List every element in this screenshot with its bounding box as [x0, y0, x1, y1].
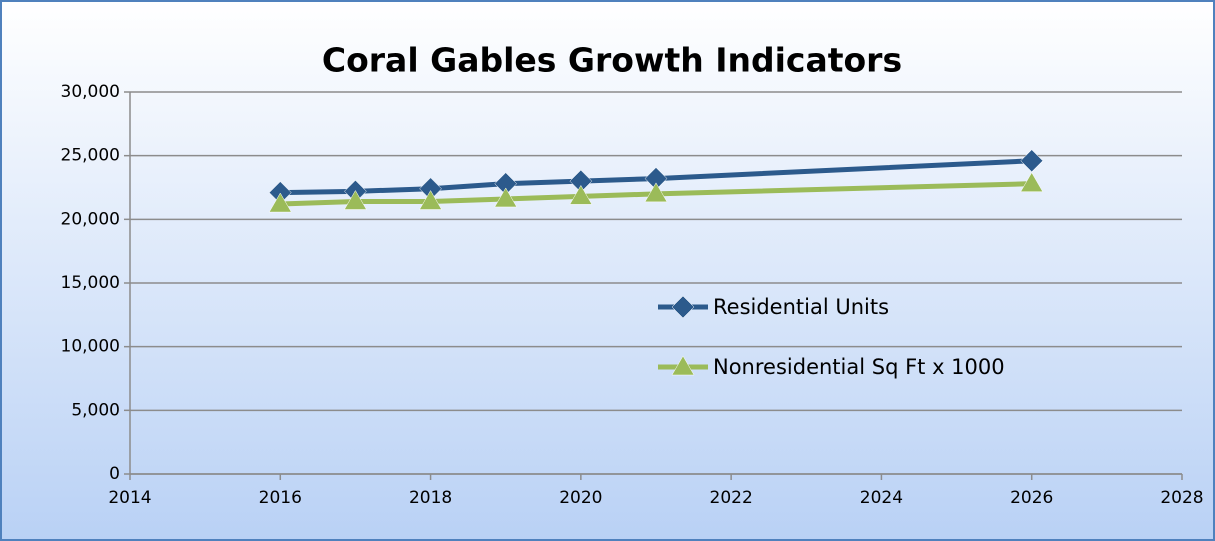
- marker: [494, 187, 518, 208]
- y-tick-label: 25,000: [61, 146, 120, 166]
- marker: [343, 190, 367, 210]
- marker: [419, 190, 443, 210]
- x-tick-label: 2020: [559, 488, 602, 508]
- marker: [1020, 172, 1044, 192]
- y-tick-label: 30,000: [61, 82, 120, 102]
- y-tick-label: 5,000: [71, 400, 120, 420]
- x-tick-label: 2018: [409, 488, 452, 508]
- x-tick-label: 2028: [1160, 488, 1203, 508]
- marker: [268, 192, 292, 213]
- x-tick-label: 2026: [1010, 488, 1053, 508]
- x-tick-label: 2016: [259, 488, 302, 508]
- y-tick-label: 0: [109, 464, 120, 484]
- marker: [671, 295, 695, 319]
- marker: [644, 182, 668, 203]
- y-tick-label: 15,000: [61, 273, 120, 293]
- marker: [671, 355, 695, 376]
- legend-label: Residential Units: [713, 295, 889, 319]
- marker: [1020, 149, 1044, 173]
- x-tick-label: 2024: [860, 488, 903, 508]
- y-tick-label: 10,000: [61, 337, 120, 357]
- legend-label: Nonresidential Sq Ft x 1000: [713, 355, 1005, 379]
- y-tick-label: 20,000: [61, 209, 120, 229]
- x-tick-label: 2014: [108, 488, 151, 508]
- x-tick-label: 2022: [710, 488, 753, 508]
- chart-title: Coral Gables Growth Indicators: [322, 41, 902, 80]
- marker: [569, 184, 593, 205]
